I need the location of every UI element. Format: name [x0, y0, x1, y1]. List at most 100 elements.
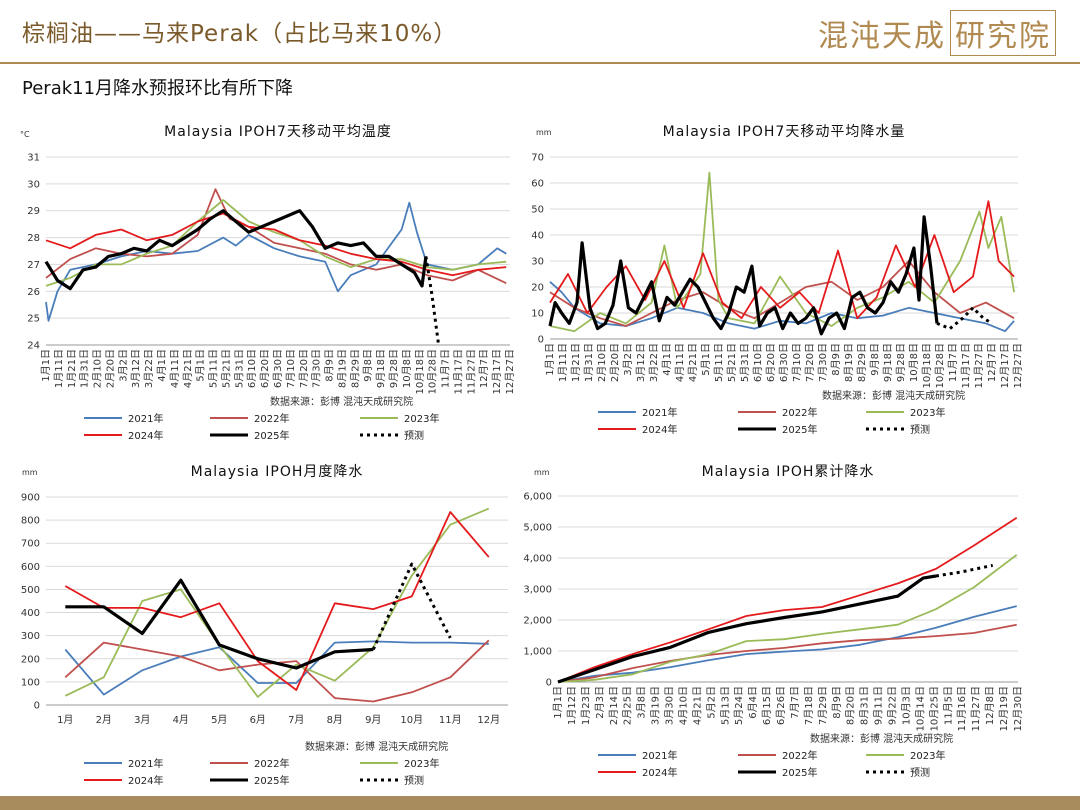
x-tick-label: 1月1日: [40, 349, 52, 382]
y-tick-label: 200: [21, 654, 40, 665]
x-tick-label: 5月1日: [700, 343, 712, 376]
y-tick-label: 70: [531, 153, 544, 164]
x-tick-label: 9月28日: [388, 349, 400, 388]
x-tick-label: 6月20日: [765, 343, 777, 382]
y-tick-label: 31: [27, 153, 40, 164]
x-tick-label: 1月12日: [566, 686, 578, 725]
x-tick-label: 5月31日: [739, 343, 751, 382]
page-title: 棕榈油——马来Perak（占比马来10%）: [22, 21, 458, 47]
y-tick-label: 29: [27, 206, 40, 217]
x-tick-label: 2月: [96, 714, 112, 726]
x-tick-label: 1月1日: [552, 686, 564, 719]
data-source-note: 数据来源：彭博 混沌天成研究院: [822, 389, 965, 402]
legend-label: 2022年: [782, 749, 817, 762]
legend-label: 2021年: [128, 412, 163, 425]
x-tick-label: 10月18日: [921, 343, 933, 388]
x-tick-label: 1月1日: [544, 343, 556, 376]
series-line-2025年: [548, 215, 939, 336]
data-source-note: 数据来源：彭博 混沌天成研究院: [305, 740, 448, 753]
x-tick-label: 8月9日: [831, 686, 843, 719]
x-tick-label: 1月31日: [79, 349, 91, 388]
y-tick-label: 40: [531, 231, 544, 242]
x-tick-label: 8月29日: [856, 343, 868, 382]
x-tick-label: 8月9日: [830, 343, 842, 376]
x-tick-label: 12月8日: [984, 686, 996, 725]
x-tick-label: 10月25日: [928, 686, 940, 731]
series-line-2024年: [45, 212, 507, 277]
x-tick-label: 10月8日: [908, 343, 920, 382]
x-tick-label: 7月7日: [789, 686, 801, 719]
legend-label: 2023年: [404, 412, 439, 425]
legend-label: 2023年: [404, 757, 439, 770]
x-tick-label: 5月21日: [220, 349, 232, 388]
series-line-2025年: [65, 578, 374, 670]
y-tick-label: 60: [531, 179, 544, 190]
x-tick-label: 11月27日: [970, 686, 982, 731]
x-tick-label: 3月: [134, 714, 150, 726]
series-line-预测: [371, 562, 452, 651]
x-tick-label: 8月29日: [349, 349, 361, 388]
y-tick-label: 3,000: [523, 585, 552, 596]
legend-label: 2022年: [254, 412, 289, 425]
y-tick-label: 50: [531, 205, 544, 216]
y-tick-label: 5,000: [523, 523, 552, 534]
y-tick-label: 24: [27, 341, 40, 352]
x-tick-label: 5月24日: [733, 686, 745, 725]
y-tick-label: 400: [21, 608, 40, 619]
series-line-2021年: [64, 640, 489, 696]
header-divider: [0, 62, 1080, 64]
x-tick-label: 5月11日: [208, 349, 220, 388]
x-tick-label: 3月12日: [635, 343, 647, 382]
series-line-2023年: [64, 507, 490, 698]
x-tick-label: 11月27日: [973, 343, 985, 388]
x-tick-label: 8月31日: [859, 686, 871, 725]
x-tick-label: 11月27日: [465, 349, 477, 394]
data-source-note: 数据来源：彭博 混沌天成研究院: [810, 732, 953, 745]
x-tick-label: 2月14日: [608, 686, 620, 725]
legend-label: 预测: [910, 423, 930, 436]
x-tick-label: 3月22日: [143, 349, 155, 388]
series-line-2025年: [44, 209, 428, 291]
x-tick-label: 12月7日: [478, 349, 490, 388]
legend-label: 2022年: [254, 757, 289, 770]
x-tick-label: 1月21日: [570, 343, 582, 382]
x-tick-label: 6月4日: [747, 686, 759, 719]
x-tick-label: 7月30日: [311, 349, 323, 388]
y-tick-label: 0: [34, 701, 40, 712]
series-line-2021年: [557, 605, 1017, 683]
x-tick-label: 8月19日: [843, 343, 855, 382]
x-tick-label: 12月30日: [1012, 686, 1024, 731]
x-tick-label: 11月17日: [960, 343, 972, 388]
x-tick-label: 11月5日: [942, 686, 954, 725]
x-tick-label: 7月30日: [817, 343, 829, 382]
y-tick-label: 700: [21, 539, 40, 550]
x-tick-label: 4月21日: [687, 343, 699, 382]
x-tick-label: 11月7日: [947, 343, 959, 382]
x-tick-label: 2月20日: [104, 349, 116, 388]
x-tick-label: 7月29日: [817, 686, 829, 725]
x-tick-label: 6月10日: [246, 349, 258, 388]
series-line-预测: [935, 563, 994, 578]
x-tick-label: 6月: [250, 714, 266, 726]
legend-label: 2021年: [642, 749, 677, 762]
legend-label: 预测: [910, 766, 930, 779]
legend-label: 2025年: [782, 423, 817, 436]
y-tick-label: 500: [21, 585, 40, 596]
x-tick-label: 12月27日: [1012, 343, 1024, 388]
series-line-2022年: [64, 639, 490, 703]
legend-label: 预测: [404, 774, 424, 787]
y-tick-label: 100: [21, 677, 40, 688]
x-tick-label: 12月19日: [998, 686, 1010, 731]
x-tick-label: 6月15日: [761, 686, 773, 725]
y-tick-label: 6,000: [523, 492, 552, 503]
x-tick-label: 10月: [400, 714, 423, 726]
y-tick-label: 1,000: [523, 647, 552, 658]
x-tick-label: 3月2日: [117, 349, 129, 382]
x-tick-label: 8月: [327, 714, 343, 726]
chart-title: Malaysia IPOH累计降水: [702, 464, 875, 480]
x-tick-label: 4月11日: [674, 343, 686, 382]
y-tick-label: 4,000: [523, 554, 552, 565]
x-tick-label: 10月18日: [414, 349, 426, 394]
legend-label: 2025年: [254, 429, 289, 442]
x-tick-label: 5月21日: [726, 343, 738, 382]
